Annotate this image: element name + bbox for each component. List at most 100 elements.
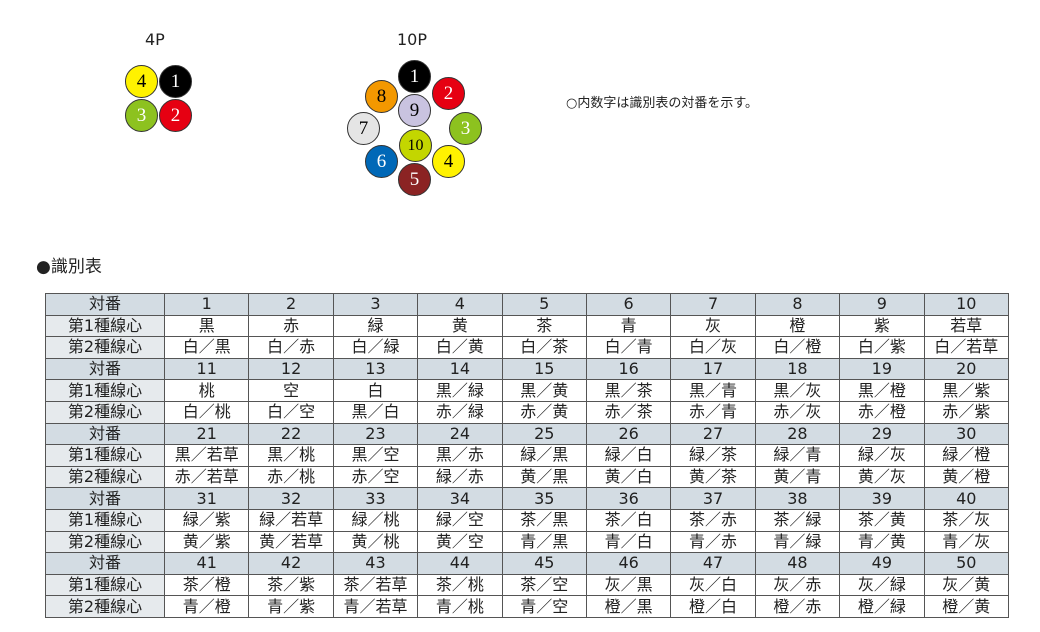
table-cell: 赤 bbox=[248, 314, 334, 338]
table-cell: 白／緑 bbox=[332, 336, 419, 359]
diagram-10p-label: 10P bbox=[397, 30, 428, 49]
table-cell: 橙／緑 bbox=[839, 595, 925, 618]
table-cell: 24 bbox=[417, 422, 503, 446]
table-cell: 白 bbox=[332, 379, 419, 402]
table-cell: 43 bbox=[332, 552, 419, 575]
table-cell: 黒／茶 bbox=[585, 379, 672, 402]
table-cell: 青／橙 bbox=[163, 595, 250, 618]
row-label: 第1種線心 bbox=[45, 314, 165, 338]
core-row: 第1種線心 黒／若草 黒／桃 黒／空 黒／赤 緑／黒 緑／白 緑／茶 緑／青 緑／灰 緑／橙 bbox=[45, 444, 1010, 467]
table-cell: 白／若草 bbox=[923, 336, 1010, 359]
core-circle-1: 1 bbox=[159, 65, 192, 98]
table-cell: 青／桃 bbox=[417, 595, 503, 618]
table-cell: 25 bbox=[501, 422, 587, 446]
table-cell: 緑／赤 bbox=[417, 465, 503, 489]
table-cell: 白／橙 bbox=[754, 336, 841, 359]
table-cell: 18 bbox=[754, 357, 841, 381]
row-label: 対番 bbox=[45, 552, 165, 575]
table-cell: 白／空 bbox=[248, 400, 334, 424]
core-row: 第1種線心 茶／橙 茶／紫 茶／若草 茶／桃 茶／空 灰／黒 灰／白 灰／赤 灰／緑 灰／黄 bbox=[45, 573, 1010, 597]
core-row: 第1種線心桃空白黒／緑 黒／黄 黒／茶 黒／青 黒／灰 黒／橙 黒／紫 bbox=[45, 379, 1010, 402]
core-circle-2: 2 bbox=[432, 77, 465, 110]
row-label: 対番 bbox=[45, 422, 165, 446]
row-label: 第2種線心 bbox=[45, 595, 165, 618]
table-cell: 青 bbox=[585, 314, 672, 338]
table-cell: 33 bbox=[332, 487, 419, 510]
table-cell: 7 bbox=[670, 293, 756, 316]
table-cell: 灰／黄 bbox=[923, 573, 1010, 597]
table-cell: 赤／空 bbox=[332, 465, 419, 489]
table-cell: 12 bbox=[248, 357, 334, 381]
table-cell: 黒／緑 bbox=[417, 379, 503, 402]
table-cell: 47 bbox=[670, 552, 756, 575]
core-row: 第2種線心 青／橙 青／紫 青／若草 青／桃 青／空 橙／黒 橙／白 橙／赤 橙／緑 橙／黄 bbox=[45, 595, 1010, 618]
table-cell: 茶／赤 bbox=[670, 508, 756, 532]
table-cell: 赤／若草 bbox=[163, 465, 250, 489]
core-row: 第2種線心 白／黒 白／赤 白／緑 白／黄 白／茶 白／青 白／灰 白／橙 白／紫 白／若草 bbox=[45, 336, 1010, 359]
table-cell: 赤／黄 bbox=[501, 400, 587, 424]
table-cell: 27 bbox=[670, 422, 756, 446]
table-cell: 黒／橙 bbox=[839, 379, 925, 402]
table-cell: 42 bbox=[248, 552, 334, 575]
table-cell: 5 bbox=[501, 293, 587, 316]
table-cell: 黄／若草 bbox=[248, 530, 334, 554]
row-label: 第1種線心 bbox=[45, 508, 165, 532]
table-cell: 9 bbox=[839, 293, 925, 316]
row-label: 第1種線心 bbox=[45, 379, 165, 402]
table-cell: 38 bbox=[754, 487, 841, 510]
table-cell: 41 bbox=[163, 552, 250, 575]
table-cell: 8 bbox=[754, 293, 841, 316]
table-cell: 19 bbox=[839, 357, 925, 381]
table-cell: 青／白 bbox=[585, 530, 672, 554]
table-cell: 黄／灰 bbox=[839, 465, 925, 489]
core-circle-10: 10 bbox=[399, 129, 432, 162]
table-cell: 28 bbox=[754, 422, 841, 446]
table-cell: 白／紫 bbox=[839, 336, 925, 359]
table-cell: 黒／青 bbox=[670, 379, 756, 402]
core-circle-2: 2 bbox=[159, 99, 192, 132]
table-cell: 31 bbox=[163, 487, 250, 510]
table-cell: 15 bbox=[501, 357, 587, 381]
table-cell: 39 bbox=[839, 487, 925, 510]
table-cell: 49 bbox=[839, 552, 925, 575]
pair-number-row: 対番 41 42 43 44 45 46 47 48 49 50 bbox=[45, 552, 1010, 575]
table-cell: 灰／黒 bbox=[585, 573, 672, 597]
table-cell: 黄／橙 bbox=[923, 465, 1010, 489]
table-cell: 茶／黒 bbox=[501, 508, 587, 532]
table-cell: 緑／桃 bbox=[332, 508, 419, 532]
table-cell: 白／青 bbox=[585, 336, 672, 359]
table-cell: 黒／灰 bbox=[754, 379, 841, 402]
table-cell: 23 bbox=[332, 422, 419, 446]
core-row: 第1種線心黒赤緑黄茶青灰橙紫若草 bbox=[45, 314, 1010, 338]
table-cell: 緑／若草 bbox=[248, 508, 334, 532]
row-label: 第2種線心 bbox=[45, 465, 165, 489]
table-cell: 10 bbox=[923, 293, 1010, 316]
pair-number-row: 対番 1 2 3 4 5 6 7 8 9 10 bbox=[45, 293, 1010, 316]
table-cell: 50 bbox=[923, 552, 1010, 575]
table-cell: 黒／空 bbox=[332, 444, 419, 467]
row-label: 第2種線心 bbox=[45, 336, 165, 359]
table-cell: 茶／灰 bbox=[923, 508, 1010, 532]
table-cell: 黄／黒 bbox=[501, 465, 587, 489]
table-cell: 20 bbox=[923, 357, 1010, 381]
table-cell: 34 bbox=[417, 487, 503, 510]
core-row: 第2種線心 黄／紫 黄／若草 黄／桃 黄／空 青／黒 青／白 青／赤 青／緑 青／黄 青／灰 bbox=[45, 530, 1010, 554]
table-cell: 32 bbox=[248, 487, 334, 510]
table-cell: 赤／紫 bbox=[923, 400, 1010, 424]
table-cell: 45 bbox=[501, 552, 587, 575]
pair-number-row: 対番 11 12 13 14 15 16 17 18 19 20 bbox=[45, 357, 1010, 381]
core-row: 第1種線心 緑／紫 緑／若草 緑／桃 緑／空 茶／黒 茶／白 茶／赤 茶／緑 茶／黄 茶／灰 bbox=[45, 508, 1010, 532]
table-cell: 21 bbox=[163, 422, 250, 446]
table-cell: 46 bbox=[585, 552, 672, 575]
table-cell: 白／茶 bbox=[501, 336, 587, 359]
table-cell: 青／若草 bbox=[332, 595, 419, 618]
core-circle-5: 5 bbox=[398, 163, 431, 196]
table-cell: 29 bbox=[839, 422, 925, 446]
table-cell: 茶／黄 bbox=[839, 508, 925, 532]
core-row: 第2種線心 白／桃 白／空 黒／白 赤／緑 赤／黄 赤／茶 赤／青 赤／灰 赤／橙 赤／紫 bbox=[45, 400, 1010, 424]
table-cell: 橙 bbox=[754, 314, 841, 338]
table-cell: 若草 bbox=[923, 314, 1010, 338]
table-cell: 1 bbox=[163, 293, 250, 316]
diagram-note: ○内数字は識別表の対番を示す。 bbox=[566, 96, 759, 111]
table-cell: 茶／白 bbox=[585, 508, 672, 532]
